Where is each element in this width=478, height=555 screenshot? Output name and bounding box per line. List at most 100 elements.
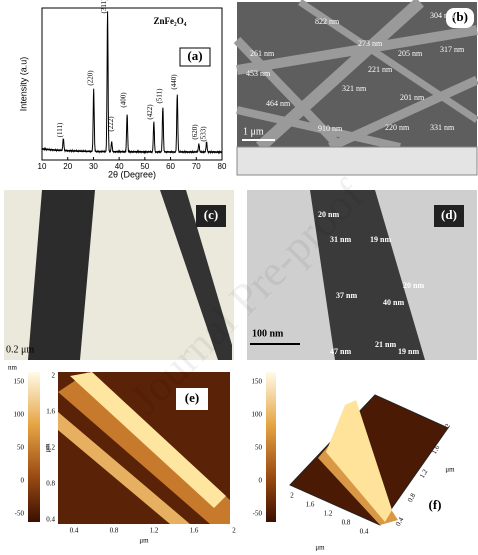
size-label: 20 nm xyxy=(403,281,424,290)
size-label: 21 nm xyxy=(375,340,396,349)
fiber xyxy=(326,400,392,522)
size-label: 205 nm xyxy=(398,49,423,58)
panel-label: (f) xyxy=(429,497,442,512)
colorbar-label: 150 xyxy=(252,378,263,386)
scale-text: 100 nm xyxy=(252,328,284,339)
size-label: 261 nm xyxy=(250,49,275,58)
colorbar-label: -50 xyxy=(253,510,263,518)
size-label: 317 nm xyxy=(440,45,465,54)
panel-label: (d) xyxy=(441,207,457,222)
x-tick-label: 30 xyxy=(89,162,98,171)
peak-label: (533) xyxy=(200,126,208,142)
size-label: 304 nm xyxy=(430,11,455,20)
size-label: 47 nm xyxy=(330,347,351,356)
x-tick-label: 50 xyxy=(140,162,149,171)
panel-label: (a) xyxy=(187,48,202,63)
x-tick-label: 40 xyxy=(115,162,124,171)
size-label: 910 nm xyxy=(318,124,343,133)
x-tick-label: 0.8 xyxy=(342,519,351,527)
size-label: 453 nm xyxy=(246,69,271,78)
panel-label: (c) xyxy=(204,207,218,222)
y-tick-label: 1.6 xyxy=(46,408,55,416)
formula: ZnFe₂O₄ xyxy=(154,16,187,26)
size-label: 221 nm xyxy=(368,65,393,74)
peak-label: (620) xyxy=(191,124,199,140)
size-label: 37 nm xyxy=(336,291,357,300)
xrd-curve xyxy=(41,11,223,155)
y-label: Intensity (a.u) xyxy=(18,57,28,112)
x-tick-label: 10 xyxy=(38,162,47,171)
fibers xyxy=(233,0,478,152)
peak-label: (511) xyxy=(155,88,163,104)
fiber xyxy=(58,412,190,524)
fiber xyxy=(160,190,232,360)
x-tick-label: 60 xyxy=(166,162,175,171)
size-label: 331 nm xyxy=(430,123,455,132)
x-tick-label: 1.2 xyxy=(324,510,333,518)
y-tick-label: 1.6 xyxy=(430,444,442,456)
panel-label: (e) xyxy=(185,390,199,405)
size-label: 822 nm xyxy=(315,17,340,26)
x-label: 2θ (Degree) xyxy=(108,169,156,179)
label-box xyxy=(420,495,450,517)
size-label: 31 nm xyxy=(330,235,351,244)
scale-text: 0.2 μm xyxy=(6,344,34,355)
size-label: 464 nm xyxy=(266,99,291,108)
colorbar-label: 50 xyxy=(17,444,25,452)
fiber xyxy=(58,372,230,524)
x-tick-label: 0.8 xyxy=(110,527,119,535)
size-label: 201 nm xyxy=(400,93,425,102)
colorbar xyxy=(28,372,40,522)
label-box xyxy=(176,388,208,410)
x-tick-label: 20 xyxy=(63,162,72,171)
unit: nm xyxy=(8,364,18,372)
peak-label: (111) xyxy=(56,122,64,137)
colorbar-label: 0 xyxy=(259,477,263,485)
peak-label: (440) xyxy=(170,74,178,90)
label-box xyxy=(434,205,464,227)
peak-label: (422) xyxy=(146,104,154,120)
colorbar xyxy=(266,372,276,522)
axis-unit: μm xyxy=(445,466,455,474)
y-tick-label: 0.4 xyxy=(46,516,55,524)
x-tick-label: 80 xyxy=(218,162,227,171)
x-tick-label: 1.2 xyxy=(150,527,159,535)
size-label: 20 nm xyxy=(318,210,339,219)
panel-label: (b) xyxy=(452,9,468,24)
peak-label: (222) xyxy=(107,116,115,132)
y-tick-label: 0.4 xyxy=(394,516,406,528)
size-label: 220 nm xyxy=(385,123,410,132)
fiber xyxy=(70,372,226,508)
peak-label: (400) xyxy=(120,92,128,108)
label-box xyxy=(196,205,226,227)
y-tick-label: 2 xyxy=(52,372,56,380)
size-label: 273 nm xyxy=(358,39,383,48)
x-tick-label: 70 xyxy=(192,162,201,171)
x-tick-label: 0.4 xyxy=(360,528,369,536)
colorbar-label: 150 xyxy=(14,378,25,386)
size-label: 321 nm xyxy=(342,84,367,93)
y-tick-label: 1.2 xyxy=(46,444,55,452)
colorbar-label: 50 xyxy=(255,444,263,452)
size-label: 19 nm xyxy=(370,235,391,244)
peak-label: (311) xyxy=(100,0,108,13)
axis-unit: μm xyxy=(315,544,325,552)
axis-unit: μm xyxy=(139,537,149,545)
label-box xyxy=(446,8,474,28)
info-bar xyxy=(236,146,478,176)
colorbar-label: 100 xyxy=(252,411,263,419)
y-tick-label: 0.8 xyxy=(46,480,55,488)
colorbar-label: 100 xyxy=(14,411,25,419)
x-tick-label: 2 xyxy=(290,492,294,500)
scale-text: 1 μm xyxy=(243,126,264,137)
colorbar-label: -50 xyxy=(15,510,25,518)
y-tick-label: 1.2 xyxy=(418,468,430,480)
x-tick-label: 2 xyxy=(232,527,236,535)
fiber xyxy=(28,190,95,360)
fiber xyxy=(310,190,425,360)
y-tick-label: 0.8 xyxy=(406,492,418,504)
x-tick-label: 1.6 xyxy=(306,501,315,509)
xrd-frame xyxy=(41,7,223,161)
x-tick-label: 0.4 xyxy=(70,527,79,535)
size-label: 40 nm xyxy=(383,298,404,307)
